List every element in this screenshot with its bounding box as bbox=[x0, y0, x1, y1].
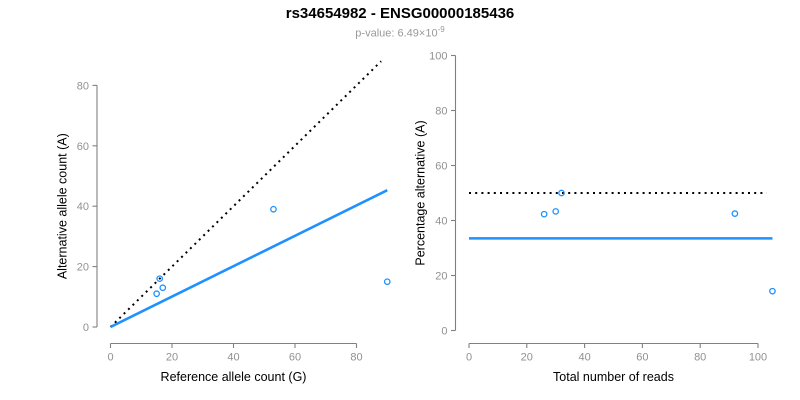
left-y-tick-label: 40 bbox=[77, 201, 89, 213]
right-y-tick-label: 40 bbox=[435, 216, 447, 228]
p-value-exponent: -9 bbox=[437, 25, 445, 34]
right-y-tick-label: 80 bbox=[435, 106, 447, 118]
left-data-point bbox=[270, 205, 277, 213]
right-x-tick-label: 0 bbox=[466, 352, 472, 364]
fitted-ratio-line bbox=[109, 189, 388, 329]
left-x-axis-title: Reference allele count (G) bbox=[161, 370, 307, 384]
right-x-tick-label: 20 bbox=[521, 352, 533, 364]
right-y-tick-label: 20 bbox=[435, 271, 447, 283]
right-x-tick-label: 40 bbox=[578, 352, 590, 364]
identity-line bbox=[109, 60, 382, 328]
p-value-text: p-value: 6.49×10 bbox=[355, 27, 438, 40]
right-x-tick-label: 100 bbox=[749, 352, 767, 364]
right-data-point bbox=[731, 210, 739, 217]
left-x-tick-label: 0 bbox=[107, 352, 113, 364]
left-data-point bbox=[156, 275, 164, 283]
left-x-tick-label: 80 bbox=[350, 352, 362, 364]
right-x-axis-title: Total number of reads bbox=[553, 370, 674, 384]
left-x-tick-label: 60 bbox=[289, 352, 301, 364]
right-data-point bbox=[552, 208, 560, 215]
left-y-axis-title: Alternative allele count (A) bbox=[56, 133, 70, 279]
right-y-tick-label: 60 bbox=[435, 161, 447, 173]
left-y-tick-label: 20 bbox=[77, 262, 89, 274]
left-x-tick-label: 20 bbox=[166, 352, 178, 364]
right-y-axis-title: Percentage alternative (A) bbox=[414, 120, 428, 265]
p-value-subtitle: p-value: 6.49×10-9 bbox=[0, 25, 800, 40]
left-y-tick-label: 0 bbox=[83, 322, 89, 334]
right-y-tick-label: 100 bbox=[429, 51, 447, 63]
left-data-point bbox=[159, 284, 167, 292]
left-x-tick-label: 40 bbox=[227, 352, 239, 364]
right-x-tick-label: 80 bbox=[694, 352, 706, 364]
left-y-tick-label: 80 bbox=[77, 80, 89, 92]
left-y-tick-label: 60 bbox=[77, 141, 89, 153]
right-y-tick-label: 0 bbox=[441, 326, 447, 338]
left-data-point bbox=[153, 290, 160, 298]
right-x-tick-label: 60 bbox=[636, 352, 648, 364]
right-data-point bbox=[540, 210, 548, 218]
left-data-point bbox=[383, 278, 391, 286]
figure-title: rs34654982 - ENSG00000185436 bbox=[285, 5, 515, 22]
right-data-point bbox=[769, 287, 776, 295]
right-data-point bbox=[558, 189, 565, 197]
